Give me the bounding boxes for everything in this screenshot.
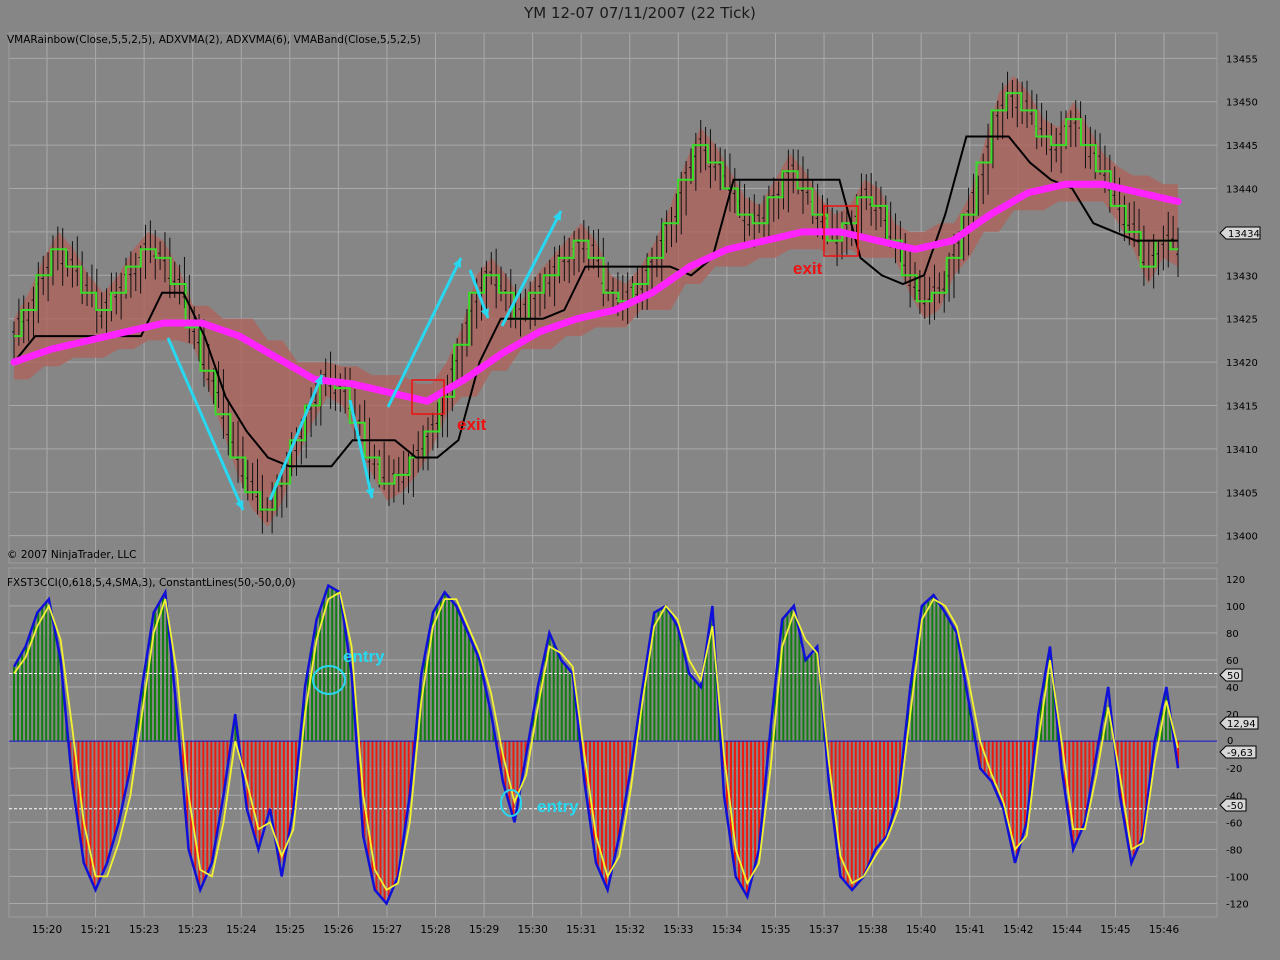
vma-band-line	[10, 180, 1182, 405]
x-tick-label: 15:30	[518, 924, 548, 936]
cci-flag-value2-text: -9,63	[1227, 748, 1253, 759]
trend-arrow	[348, 399, 374, 499]
x-tick-label: 15:40	[906, 924, 936, 936]
x-tick-label: 15:42	[1003, 924, 1033, 936]
cci-flag-50-text: 50	[1227, 671, 1240, 682]
copyright-label: © 2007 NinjaTrader, LLC	[7, 549, 136, 561]
cci-flag-zero-text: 0	[1227, 736, 1233, 747]
price-y-tick-label: 13410	[1226, 445, 1258, 456]
x-tick-label: 15:31	[566, 924, 596, 936]
cci-line	[12, 583, 1180, 906]
x-tick-label: 15:38	[857, 924, 887, 936]
x-tick-label: 15:29	[469, 924, 499, 936]
cci-signal-line	[13, 590, 1179, 892]
x-tick-label: 15:28	[420, 924, 450, 936]
adxvma-slow-line	[13, 135, 1178, 468]
x-tick-label: 15:25	[275, 924, 305, 936]
cci-flag-value: 12,94	[1219, 716, 1259, 730]
trend-arrow-head	[553, 211, 561, 221]
price-y-tick-label: 13400	[1226, 532, 1258, 543]
entry-annotation-1: entry	[343, 647, 385, 666]
markers: 13434 50 12,94 0 -9,63 -50	[1219, 226, 1261, 812]
price-y-tick-label: 13440	[1226, 185, 1258, 196]
trend-arrow	[268, 374, 324, 501]
trend-arrow-head	[235, 500, 244, 510]
exit-box-2	[823, 205, 859, 257]
cci-y-tick-label: -120	[1226, 899, 1249, 910]
price-y-tick-label: 13450	[1226, 98, 1258, 109]
x-tick-label: 15:33	[663, 924, 693, 936]
price-indicator-label: VMARainbow(Close,5,5,2,5), ADXVMA(2), AD…	[7, 34, 421, 46]
x-tick-label: 15:23	[129, 924, 159, 936]
labels: VMARainbow(Close,5,5,2,5), ADXVMA(2), AD…	[7, 34, 823, 816]
cci-y-tick-label: 80	[1226, 629, 1239, 640]
trend-arrow-head	[314, 375, 323, 385]
cci-y-tick-label: -60	[1226, 818, 1242, 829]
x-tick-label: 15:45	[1100, 924, 1130, 936]
cci-flag-50: 50	[1219, 668, 1243, 682]
trend-arrow-head	[480, 308, 489, 318]
x-tick-label: 15:34	[712, 924, 743, 936]
price-y-tick-label: 13430	[1226, 271, 1258, 282]
price-y-tick-label: 13425	[1226, 315, 1258, 326]
x-tick-label: 15:24	[226, 924, 257, 936]
adxvma-fast-line	[14, 92, 1178, 511]
x-tick-label: 15:46	[1149, 924, 1180, 936]
x-tick-label: 15:32	[615, 924, 645, 936]
cci-flag-value2: -9,63	[1219, 745, 1257, 759]
cci-indicator-label: FXST3CCI(0,618,5,4,SMA,3), ConstantLines…	[7, 577, 296, 589]
cci-y-tick-label: -80	[1226, 845, 1242, 856]
axes: 15:20 15:21 15:23 15:23 15:24 15:25 15:26 15:27…	[32, 54, 1258, 936]
last-price-flag: 13434	[1219, 226, 1261, 240]
price-panel[interactable]	[10, 71, 1182, 534]
cci-y-tick-label: -20	[1226, 764, 1242, 775]
cci-flag-minus50-text: -50	[1227, 801, 1243, 812]
cci-y-tick-label: 120	[1226, 575, 1245, 586]
x-tick-label: 15:20	[32, 924, 62, 936]
trend-arrow-head	[365, 488, 375, 498]
trend-arrow	[500, 210, 563, 327]
price-y-tick-label: 13405	[1226, 488, 1258, 499]
entry-circle-2	[500, 789, 522, 817]
cci-flag-minus50: -50	[1219, 798, 1247, 812]
cci-y-tick-label: -100	[1226, 872, 1249, 883]
chart-title: YM 12-07 07/11/2007 (22 Tick)	[524, 4, 756, 22]
cci-y-tick-label: 40	[1226, 683, 1239, 694]
entry-annotation-2: entry	[537, 797, 579, 816]
x-tick-label: 15:26	[323, 924, 354, 936]
trend-arrow	[386, 257, 463, 408]
cci-panel[interactable]	[9, 583, 1217, 906]
exit-annotation-1: exit	[457, 415, 487, 434]
price-y-tick-label: 13445	[1226, 141, 1258, 152]
x-tick-label: 15:21	[80, 924, 110, 936]
trend-arrow	[166, 337, 245, 511]
price-y-tick-label: 13415	[1226, 401, 1258, 412]
x-tick-label: 15:41	[955, 924, 985, 936]
x-tick-label: 15:44	[1052, 924, 1083, 936]
x-tick-label: 15:27	[372, 924, 402, 936]
cci-y-tick-label: 20	[1226, 710, 1239, 721]
price-y-tick-label: 13455	[1226, 54, 1258, 65]
x-tick-label: 15:37	[809, 924, 839, 936]
price-panel-frame	[8, 32, 1218, 564]
x-tick-label: 15:23	[178, 924, 208, 936]
last-price-value: 13434	[1228, 229, 1260, 240]
exit-box-1	[411, 379, 445, 415]
cci-y-tick-label: 60	[1226, 656, 1239, 667]
cci-y-tick-label: 100	[1226, 602, 1245, 613]
price-y-tick-label: 13420	[1226, 358, 1258, 369]
cci-flag-value-text: 12,94	[1227, 719, 1256, 730]
entry-circle-1	[312, 665, 346, 695]
x-tick-label: 15:35	[760, 924, 790, 936]
cci-flag-zero: 0	[1227, 736, 1233, 747]
cci-y-tick-label: -40	[1226, 791, 1242, 802]
exit-annotation-2: exit	[793, 259, 823, 278]
cci-panel-frame	[8, 567, 1218, 918]
trend-arrow-head	[453, 258, 461, 268]
